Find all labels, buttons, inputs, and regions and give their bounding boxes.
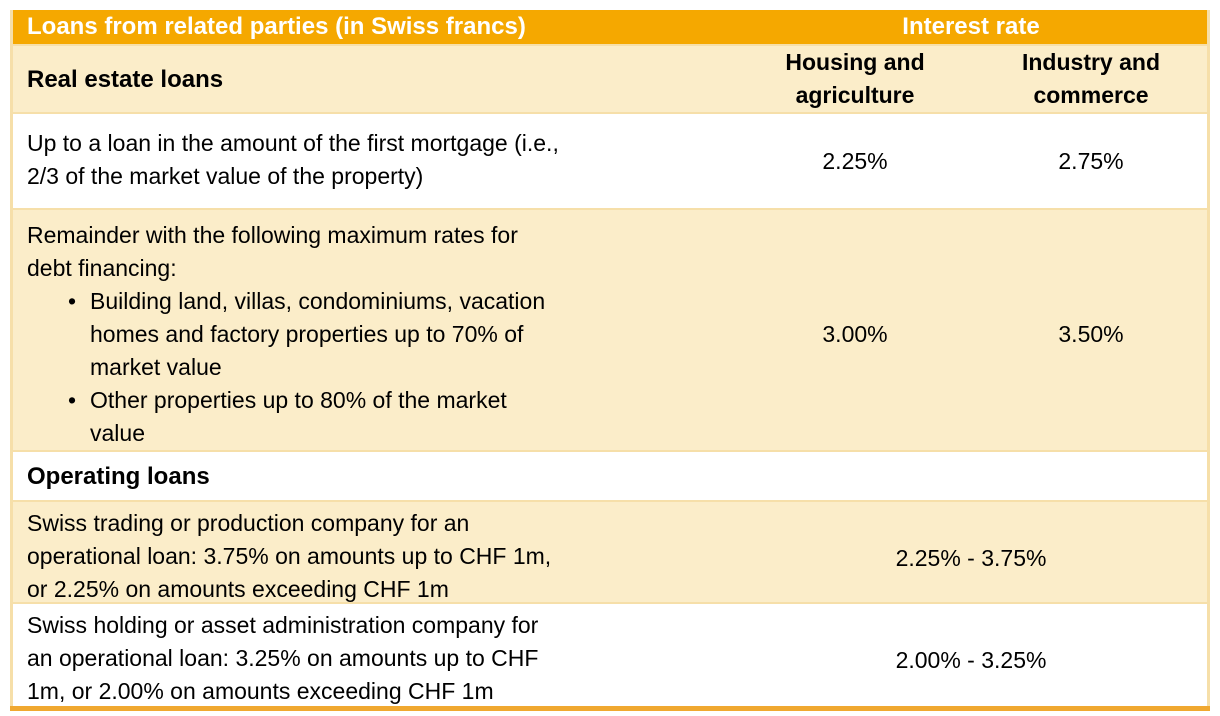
remainder-bullet-2-text: Other properties up to 80% of the market… [90, 387, 507, 446]
interest-rate-header: Interest rate [902, 13, 1040, 40]
table-header-row: Loans from related parties (in Swiss fra… [13, 10, 1207, 44]
first-mortgage-description: Up to a loan in the amount of the first … [27, 130, 559, 189]
table-bottom-border-bar [10, 706, 1210, 711]
section-label-real-estate: Real estate loans [27, 65, 224, 93]
column-header-industry-commerce: Industry and commerce [1021, 49, 1160, 108]
remainder-housing-rate: 3.00% [822, 320, 888, 347]
first-mortgage-industry-rate: 2.75% [1058, 147, 1124, 174]
bullet-icon [27, 285, 90, 384]
real-estate-section-row: Real estate loans Housing and agricultur… [13, 44, 1207, 112]
holding-company-description: Swiss holding or asset administration co… [27, 612, 539, 704]
row-first-mortgage: Up to a loan in the amount of the first … [13, 112, 1207, 208]
trading-company-description: Swiss trading or production company for … [27, 510, 552, 602]
remainder-intro: Remainder with the following maximum rat… [27, 222, 518, 281]
column-header-housing-agriculture: Housing and agriculture [785, 49, 925, 108]
remainder-bullet-1: Building land, villas, condominiums, vac… [27, 285, 725, 384]
row-holding-company: Swiss holding or asset administration co… [13, 602, 1207, 706]
remainder-bullet-2: Other properties up to 80% of the market… [27, 384, 725, 450]
table-title: Loans from related parties (in Swiss fra… [27, 13, 526, 40]
loans-table: Loans from related parties (in Swiss fra… [10, 10, 1210, 706]
operating-section-row: Operating loans [13, 450, 1207, 500]
remainder-description: Remainder with the following maximum rat… [13, 210, 735, 458]
trading-company-rate-range: 2.25% - 3.75% [895, 544, 1047, 571]
holding-company-rate-range: 2.00% - 3.25% [895, 646, 1047, 673]
section-label-operating: Operating loans [27, 462, 210, 490]
row-remainder: Remainder with the following maximum rat… [13, 208, 1207, 450]
bullet-icon [27, 384, 90, 450]
first-mortgage-housing-rate: 2.25% [822, 147, 888, 174]
row-trading-company: Swiss trading or production company for … [13, 500, 1207, 602]
remainder-bullet-1-text: Building land, villas, condominiums, vac… [90, 288, 546, 380]
remainder-industry-rate: 3.50% [1058, 320, 1124, 347]
